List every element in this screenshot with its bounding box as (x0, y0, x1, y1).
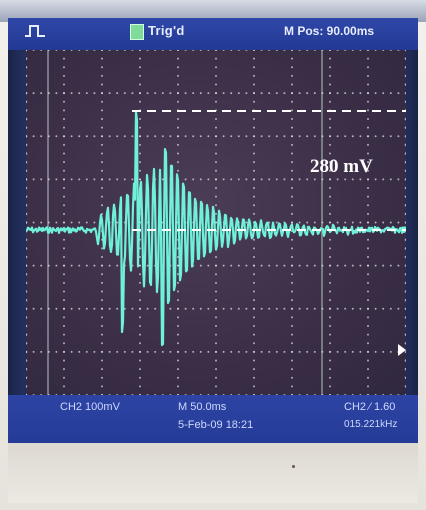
trigger-pulse-icon (25, 25, 45, 37)
graticule-grid (26, 50, 406, 395)
trigger-state-icon (130, 24, 144, 40)
trigger-setting: CH2 ⁄ 1.60 (344, 401, 396, 413)
panel-indicator (292, 465, 295, 468)
horizontal-position: M Pos: 90.00ms (284, 24, 375, 38)
trigger-level-marker (398, 344, 406, 356)
waveform-graticule (26, 50, 406, 395)
waveform-display: 280 mV (26, 50, 406, 395)
frequency-readout: 015.221kHz (344, 419, 398, 430)
instrument-lower-panel (8, 443, 418, 503)
capture-datetime: 5-Feb-09 18:21 (178, 419, 254, 431)
amplitude-annotation: 280 mV (310, 156, 373, 177)
ch2-waveform-trace (26, 110, 406, 347)
time-base: M 50.0ms (178, 401, 227, 413)
oscilloscope-bezel (0, 0, 426, 22)
channel-scale: CH2 100mV (60, 401, 120, 413)
measurement-bar: CH2 100mV M 50.0ms 5-Feb-09 18:21 CH2 ⁄ … (8, 395, 418, 443)
trigger-status: Trig'd (148, 23, 185, 38)
status-bar: Trig'd M Pos: 90.00ms (8, 18, 418, 50)
